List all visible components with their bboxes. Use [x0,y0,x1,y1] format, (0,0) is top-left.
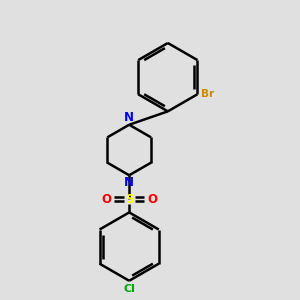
Text: O: O [101,193,111,206]
Text: N: N [124,176,134,189]
Text: Br: Br [201,89,214,99]
Text: O: O [147,193,157,206]
Text: S: S [125,193,134,206]
Text: N: N [124,111,134,124]
Text: Cl: Cl [123,284,135,294]
